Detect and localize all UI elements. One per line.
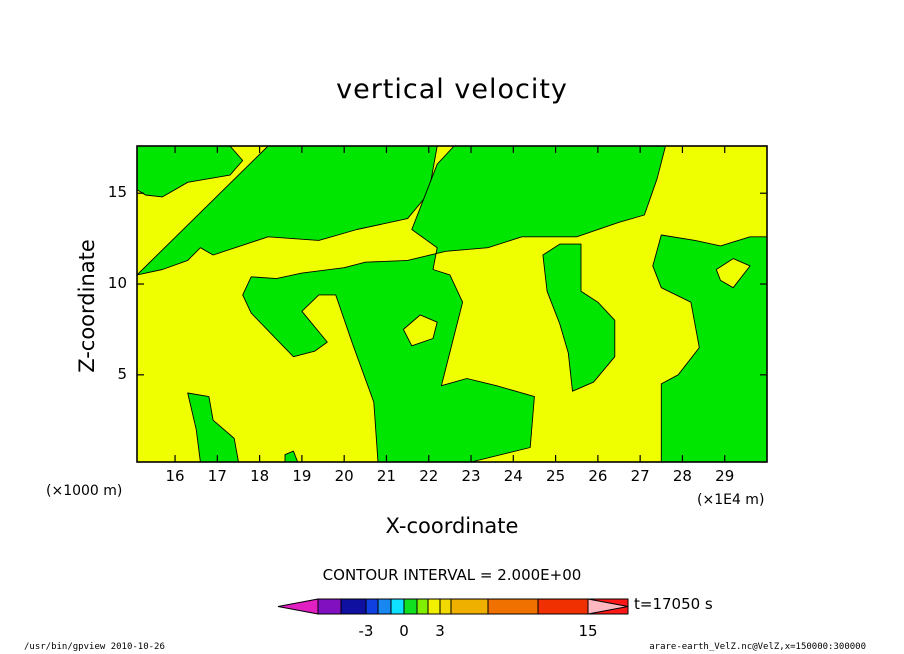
colorbar-cell	[439, 598, 452, 615]
plot-frame	[136, 145, 768, 463]
x-tick-label: 22	[419, 467, 439, 485]
x-axis-label: X-coordinate	[385, 514, 519, 538]
x-tick-label: 29	[715, 467, 735, 485]
colorbar-cell	[340, 598, 367, 615]
negative-region-0	[137, 146, 244, 198]
colorbar-cap-low	[277, 598, 319, 615]
positive-island-0	[715, 258, 751, 289]
colorbar-cell	[390, 598, 405, 615]
colorbar-tick-label: 3	[435, 622, 445, 640]
x-tick-label: 26	[588, 467, 608, 485]
y-axis-label: Z-coordinate	[75, 239, 99, 373]
colorbar-cell	[377, 598, 392, 615]
colorbar-cell	[403, 598, 418, 615]
x-unit-label: (×1E4 m)	[697, 492, 765, 508]
x-tick-label: 21	[376, 467, 396, 485]
x-tick-label: 23	[461, 467, 481, 485]
negative-region-4	[652, 234, 767, 462]
x-tick-label: 19	[292, 467, 312, 485]
colorbar-cell	[450, 598, 489, 615]
colorbar-cell	[427, 598, 441, 615]
colorbar-cell	[537, 598, 589, 615]
colorbar-cell	[416, 598, 429, 615]
x-tick-label: 25	[546, 467, 566, 485]
plot-area	[137, 146, 767, 462]
positive-island-1	[402, 314, 438, 347]
colorbar-cell	[487, 598, 539, 615]
y-unit-label: (×1000 m)	[46, 483, 123, 499]
x-tick-label: 18	[250, 467, 270, 485]
y-tick-label: 5	[117, 364, 127, 383]
colorbar-cell	[317, 598, 342, 615]
negative-region-3	[542, 243, 616, 392]
colorbar	[277, 598, 629, 615]
x-tick-label: 16	[165, 467, 185, 485]
negative-region-6	[284, 450, 299, 462]
x-tick-label: 27	[630, 467, 650, 485]
colorbar-cell	[365, 598, 379, 615]
footer-left: /usr/bin/gpview 2010-10-26	[24, 642, 165, 652]
colorbar-tick-label: -3	[358, 622, 374, 640]
negative-region-2	[242, 146, 666, 462]
y-tick-label: 10	[107, 274, 127, 293]
colorbar-cap-high	[587, 598, 629, 615]
negative-region-5	[187, 392, 239, 462]
contour-interval-text: CONTOUR INTERVAL = 2.000E+00	[322, 566, 582, 584]
x-tick-label: 17	[207, 467, 227, 485]
colorbar-tick-label: 0	[399, 622, 409, 640]
x-tick-label: 24	[503, 467, 523, 485]
footer-right: arare-earth_VelZ.nc@VelZ,x=150000:300000	[649, 642, 866, 652]
x-tick-label: 28	[672, 467, 692, 485]
colorbar-tick-label: 15	[578, 622, 598, 640]
chart-title: vertical velocity	[336, 74, 568, 105]
x-tick-label: 20	[334, 467, 354, 485]
time-label: t=17050 s	[634, 595, 713, 613]
axis-ticks	[137, 146, 767, 462]
y-tick-label: 15	[107, 183, 127, 202]
